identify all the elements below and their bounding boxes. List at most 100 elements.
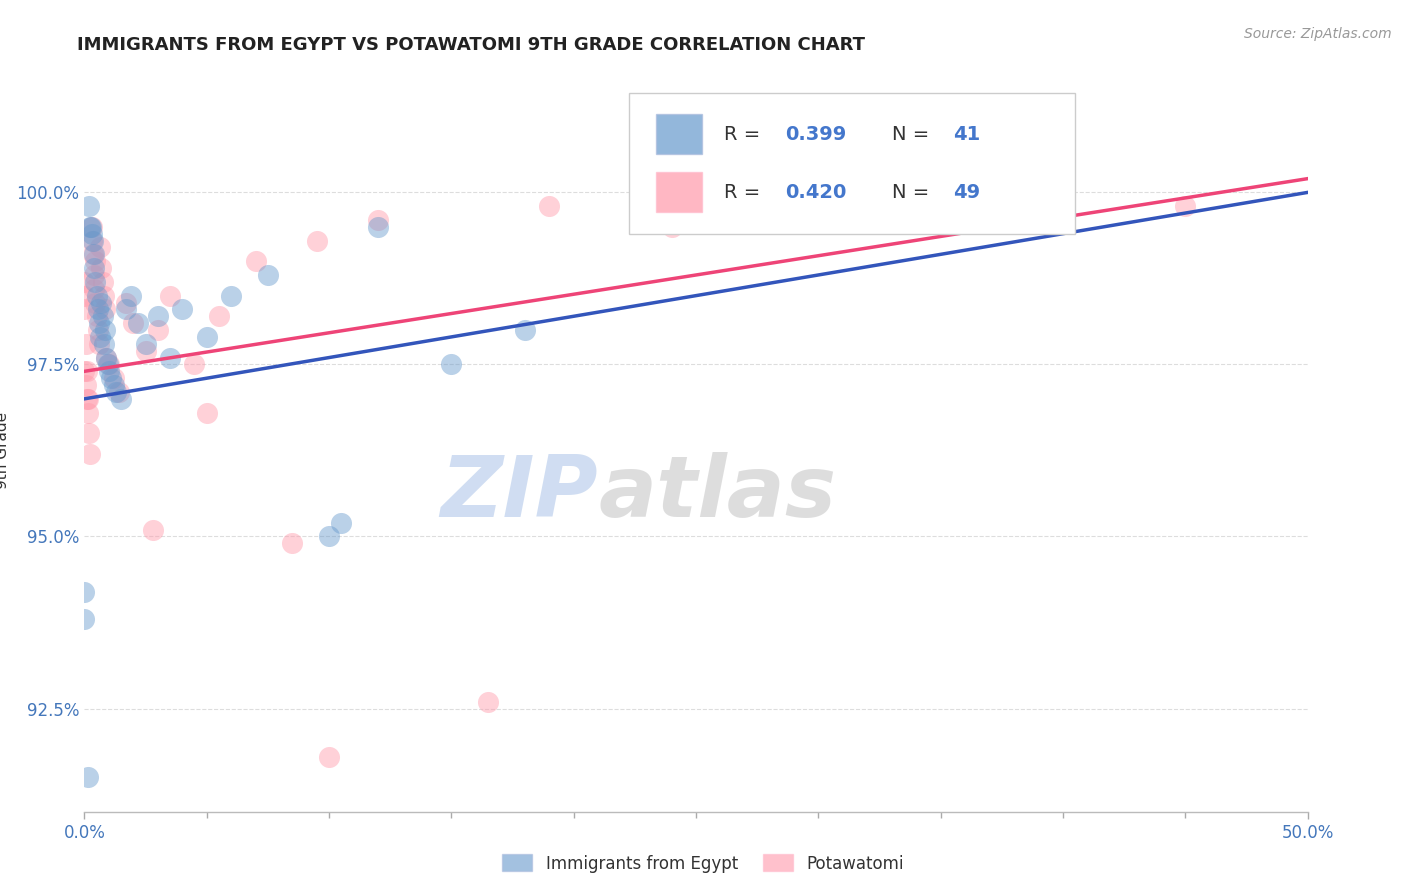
Point: [73, 302, 96, 317]
Point: [159, 351, 181, 365]
Point: [135, 336, 157, 351]
Point: [146, 310, 169, 324]
Point: [477, 695, 499, 709]
Point: [97, 364, 120, 378]
Point: [195, 406, 218, 420]
Text: 0.399: 0.399: [786, 125, 846, 145]
Point: [94, 302, 117, 317]
Point: [82, 234, 104, 248]
Point: [135, 343, 157, 358]
Point: [330, 516, 353, 530]
Point: [538, 199, 561, 213]
Point: [87, 302, 110, 317]
Text: IMMIGRANTS FROM EGYPT VS POTAWATOMI 9TH GRADE CORRELATION CHART: IMMIGRANTS FROM EGYPT VS POTAWATOMI 9TH …: [77, 36, 865, 54]
Point: [367, 219, 389, 234]
Point: [73, 288, 96, 302]
Point: [86, 288, 108, 302]
Point: [77, 406, 100, 420]
Point: [318, 529, 340, 543]
Point: [73, 584, 96, 599]
Point: [77, 426, 100, 441]
Point: [77, 199, 100, 213]
Point: [305, 234, 328, 248]
Legend: Immigrants from Egypt, Potawatomi: Immigrants from Egypt, Potawatomi: [496, 847, 910, 880]
Point: [100, 371, 122, 385]
Point: [87, 336, 110, 351]
Point: [80, 219, 103, 234]
Point: [91, 275, 114, 289]
Point: [97, 358, 120, 372]
Point: [122, 316, 145, 330]
Text: Source: ZipAtlas.com: Source: ZipAtlas.com: [1244, 27, 1392, 41]
Point: [208, 310, 231, 324]
Text: R =: R =: [724, 125, 766, 145]
Point: [84, 275, 107, 289]
Point: [77, 392, 100, 406]
Point: [146, 323, 169, 337]
Point: [257, 268, 280, 282]
Point: [77, 770, 100, 784]
Point: [89, 240, 111, 254]
Point: [73, 364, 96, 378]
Text: 0.420: 0.420: [786, 183, 846, 202]
Point: [513, 323, 536, 337]
Text: ZIP: ZIP: [440, 452, 598, 535]
Point: [90, 261, 112, 276]
Point: [1174, 199, 1197, 213]
Point: [83, 247, 105, 261]
Point: [83, 261, 105, 276]
Point: [84, 295, 107, 310]
Point: [83, 282, 105, 296]
Point: [94, 323, 117, 337]
Point: [93, 288, 115, 302]
Point: [105, 384, 128, 399]
Point: [367, 213, 389, 227]
Point: [661, 219, 683, 234]
Point: [115, 302, 138, 317]
Point: [73, 612, 96, 626]
Point: [73, 275, 96, 289]
Text: N =: N =: [891, 183, 935, 202]
FancyBboxPatch shape: [655, 114, 702, 154]
Text: R =: R =: [724, 183, 766, 202]
Point: [83, 254, 105, 268]
Point: [79, 219, 101, 234]
Point: [80, 219, 103, 234]
Point: [281, 536, 304, 550]
Y-axis label: 9th Grade: 9th Grade: [0, 412, 10, 489]
Point: [159, 288, 181, 302]
Point: [440, 358, 463, 372]
Point: [142, 523, 165, 537]
Point: [76, 392, 98, 406]
Point: [89, 330, 111, 344]
Point: [245, 254, 267, 268]
Point: [195, 330, 218, 344]
Point: [82, 247, 104, 261]
Point: [96, 351, 118, 365]
Point: [97, 358, 120, 372]
Point: [103, 378, 125, 392]
Point: [91, 310, 114, 324]
Point: [127, 316, 149, 330]
Text: N =: N =: [891, 125, 935, 145]
FancyBboxPatch shape: [628, 93, 1076, 234]
Point: [120, 288, 142, 302]
FancyBboxPatch shape: [655, 172, 702, 212]
Point: [86, 310, 108, 324]
Point: [75, 336, 97, 351]
Text: 41: 41: [953, 125, 980, 145]
Point: [318, 749, 340, 764]
Text: 49: 49: [953, 183, 980, 202]
Point: [96, 351, 118, 365]
Point: [83, 268, 105, 282]
Point: [219, 288, 242, 302]
Point: [110, 392, 132, 406]
Point: [172, 302, 194, 317]
Point: [90, 295, 112, 310]
Point: [103, 371, 125, 385]
Point: [183, 358, 205, 372]
Point: [82, 234, 104, 248]
Point: [79, 447, 101, 461]
Point: [82, 227, 104, 241]
Point: [87, 316, 110, 330]
